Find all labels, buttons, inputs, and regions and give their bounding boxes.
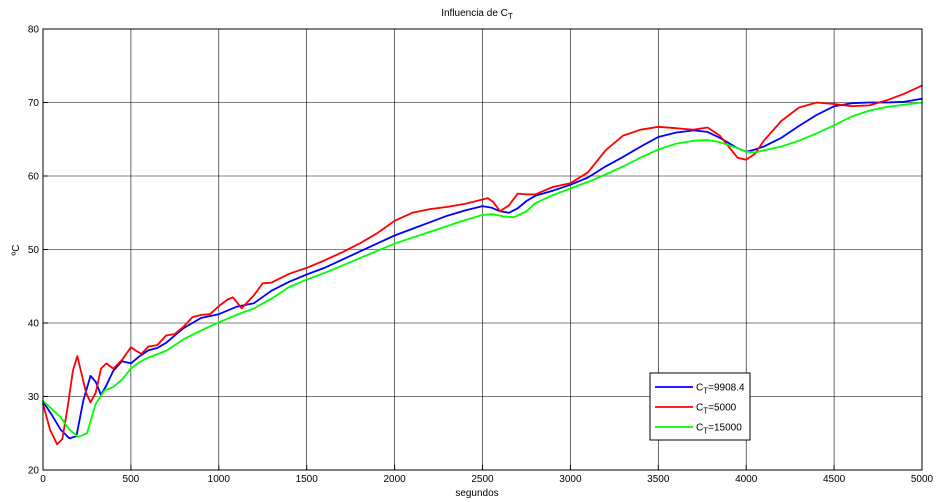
series-line-3 — [42, 101, 923, 438]
x-tick-label: 500 — [123, 474, 140, 485]
y-tick-label: 60 — [28, 172, 40, 183]
x-axis-label: segundos — [455, 488, 498, 499]
legend-entry-subscript: T — [703, 427, 708, 436]
series-line-2 — [42, 84, 923, 446]
y-tick-label: 70 — [28, 98, 40, 109]
x-tick-label: 4000 — [735, 474, 758, 485]
y-tick-label: 50 — [28, 245, 40, 256]
legend-entry: CT=5000 — [696, 403, 737, 416]
x-tick-label: 3500 — [647, 474, 670, 485]
y-axis-label: ºC — [11, 245, 22, 256]
legend-entry-name: C — [696, 403, 703, 414]
legend-entry-name: C — [696, 383, 703, 394]
x-tick-label: 0 — [40, 474, 46, 485]
y-tick-label: 30 — [28, 392, 40, 403]
x-tick-label: 5000 — [911, 474, 934, 485]
x-tick-label: 1000 — [208, 474, 231, 485]
x-tick-label: 4500 — [823, 474, 846, 485]
legend-entry-value: =5000 — [708, 403, 737, 414]
legend-entry-value: =15000 — [708, 423, 742, 434]
legend-entry-name: C — [696, 423, 703, 434]
series-layer — [42, 84, 923, 446]
chart-title-subscript: T — [508, 12, 513, 21]
x-tick-label: 3000 — [559, 474, 582, 485]
y-tick-label: 80 — [28, 25, 40, 36]
x-tick-label: 2500 — [471, 474, 494, 485]
x-tick-label: 2000 — [383, 474, 406, 485]
legend-entry: CT=9908.4 — [696, 383, 745, 396]
chart-title: Influencia de CT — [441, 8, 513, 21]
axis-ticks: 0 500 1000 1500 2000 2500 3000 3500 4000 4500 5000… — [28, 25, 934, 486]
legend-entry-value: =9908.4 — [708, 383, 745, 394]
legend-entry: CT=15000 — [696, 423, 742, 436]
legend-entry-subscript: T — [703, 387, 708, 396]
legend-entry-subscript: T — [703, 407, 708, 416]
chart-title-main: Influencia de C — [441, 8, 508, 19]
y-tick-label: 40 — [28, 319, 40, 330]
series-line-1 — [42, 97, 923, 440]
x-tick-label: 1500 — [296, 474, 319, 485]
y-tick-label: 20 — [28, 466, 40, 477]
